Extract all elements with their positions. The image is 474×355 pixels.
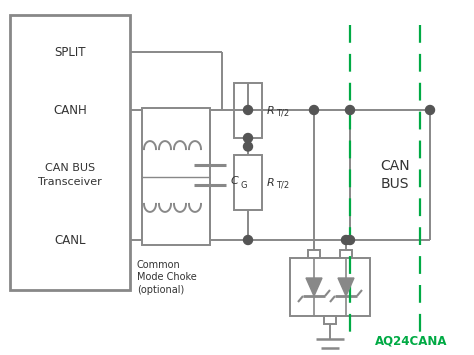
Text: CAN BUS
Transceiver: CAN BUS Transceiver	[38, 163, 102, 187]
Text: $R$: $R$	[266, 176, 274, 189]
Text: T/2: T/2	[276, 108, 289, 117]
Text: CANL: CANL	[54, 234, 86, 246]
Text: $R$: $R$	[266, 104, 274, 116]
Polygon shape	[306, 278, 322, 296]
Circle shape	[341, 235, 350, 245]
Bar	[234, 155, 262, 210]
Bar	[324, 316, 336, 324]
Text: $C$: $C$	[230, 174, 240, 186]
Text: CAN
BUS: CAN BUS	[380, 159, 410, 191]
Circle shape	[346, 235, 355, 245]
Text: T/2: T/2	[276, 180, 289, 189]
Bar	[142, 108, 210, 245]
Text: Common
Mode Choke
(optional): Common Mode Choke (optional)	[137, 260, 197, 295]
Circle shape	[244, 133, 253, 142]
Text: SPLIT: SPLIT	[54, 45, 86, 59]
Text: CANH: CANH	[53, 104, 87, 116]
Text: G: G	[241, 180, 247, 190]
Circle shape	[244, 142, 253, 151]
Circle shape	[426, 105, 435, 115]
Bar	[234, 83, 262, 138]
Circle shape	[244, 105, 253, 115]
Circle shape	[346, 105, 355, 115]
Bar	[308, 250, 320, 258]
Circle shape	[310, 105, 319, 115]
Bar	[340, 250, 352, 258]
Circle shape	[244, 235, 253, 245]
Bar	[290, 258, 370, 316]
Polygon shape	[338, 278, 354, 296]
Text: AQ24CANA: AQ24CANA	[375, 334, 447, 348]
Bar	[10, 15, 130, 290]
